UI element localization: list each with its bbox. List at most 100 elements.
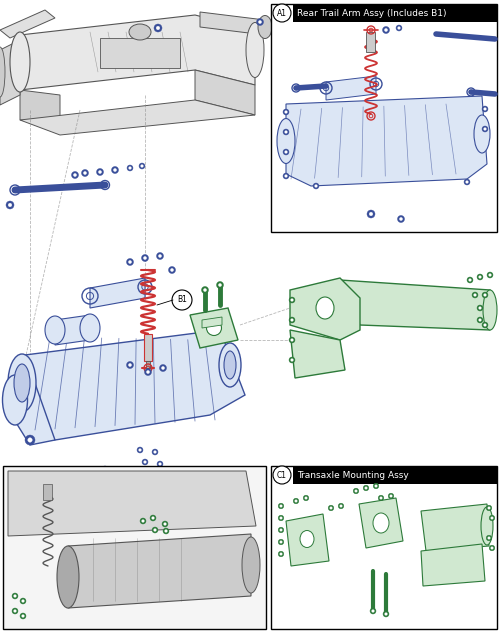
Ellipse shape [14, 364, 30, 402]
Circle shape [204, 309, 206, 311]
Polygon shape [68, 534, 251, 608]
Circle shape [294, 499, 298, 502]
Circle shape [303, 495, 309, 501]
Circle shape [154, 451, 156, 453]
Circle shape [204, 289, 206, 292]
Polygon shape [326, 76, 376, 100]
Circle shape [284, 175, 288, 177]
Text: A1: A1 [277, 8, 287, 18]
Ellipse shape [224, 351, 236, 379]
Circle shape [477, 274, 483, 280]
Circle shape [284, 130, 288, 134]
Circle shape [22, 615, 25, 617]
Ellipse shape [45, 316, 65, 344]
Polygon shape [200, 12, 265, 35]
Circle shape [157, 461, 163, 467]
Circle shape [103, 183, 107, 187]
Polygon shape [340, 280, 490, 330]
Bar [43, 484, 52, 500]
Circle shape [137, 447, 143, 453]
Ellipse shape [80, 314, 100, 342]
Circle shape [372, 610, 374, 612]
Circle shape [152, 527, 158, 533]
Polygon shape [202, 317, 222, 328]
Circle shape [482, 322, 488, 328]
Circle shape [390, 495, 392, 498]
Polygon shape [190, 308, 238, 348]
Circle shape [204, 289, 206, 291]
Circle shape [484, 323, 486, 327]
Circle shape [128, 260, 132, 263]
Circle shape [158, 463, 162, 465]
Circle shape [488, 537, 490, 539]
Circle shape [314, 185, 318, 187]
Circle shape [464, 179, 470, 185]
Circle shape [486, 505, 492, 511]
Circle shape [396, 25, 402, 31]
Circle shape [160, 365, 166, 372]
Bar [144, 334, 152, 361]
Ellipse shape [2, 375, 28, 425]
Circle shape [278, 527, 284, 533]
Circle shape [142, 520, 144, 522]
Circle shape [20, 598, 26, 604]
Circle shape [170, 268, 173, 272]
Ellipse shape [129, 24, 151, 40]
Circle shape [289, 337, 295, 343]
Circle shape [290, 299, 294, 301]
Circle shape [142, 254, 148, 261]
Ellipse shape [258, 15, 272, 39]
Circle shape [488, 507, 490, 510]
Circle shape [280, 529, 282, 531]
Polygon shape [195, 70, 255, 115]
Circle shape [290, 339, 294, 341]
Text: Rear Trail Arm Assy (Includes B1): Rear Trail Arm Assy (Includes B1) [297, 8, 446, 18]
Circle shape [28, 438, 32, 442]
Polygon shape [20, 100, 255, 135]
Polygon shape [421, 504, 489, 551]
Circle shape [374, 485, 378, 487]
Circle shape [472, 292, 478, 298]
Circle shape [487, 272, 493, 278]
Circle shape [482, 126, 488, 132]
Polygon shape [55, 315, 90, 345]
Circle shape [112, 166, 118, 173]
Circle shape [103, 468, 107, 472]
Ellipse shape [373, 513, 389, 533]
Circle shape [162, 367, 164, 370]
Circle shape [101, 466, 109, 474]
Circle shape [144, 368, 152, 375]
Circle shape [152, 449, 158, 455]
Polygon shape [5, 355, 55, 445]
Text: When applicable, assemblies are grouped
by color.  All components with that colo: When applicable, assemblies are grouped … [280, 203, 450, 234]
Circle shape [385, 613, 387, 615]
Circle shape [128, 363, 132, 367]
Circle shape [162, 521, 168, 527]
Circle shape [466, 180, 468, 184]
Circle shape [164, 523, 166, 525]
Circle shape [284, 151, 288, 153]
Circle shape [216, 282, 224, 289]
Circle shape [74, 173, 76, 177]
Circle shape [218, 284, 222, 287]
Circle shape [363, 486, 369, 491]
Circle shape [150, 515, 156, 521]
Circle shape [474, 294, 476, 296]
Polygon shape [0, 40, 20, 105]
Circle shape [289, 357, 295, 363]
Circle shape [304, 497, 308, 499]
Text: B1: B1 [177, 296, 187, 304]
Ellipse shape [219, 343, 241, 387]
Circle shape [484, 108, 486, 110]
Circle shape [482, 292, 488, 298]
Circle shape [478, 318, 482, 322]
Circle shape [283, 129, 289, 135]
Circle shape [313, 183, 319, 189]
Circle shape [290, 318, 294, 322]
Circle shape [478, 275, 482, 279]
Text: C1: C1 [277, 470, 287, 480]
Circle shape [290, 359, 294, 361]
Circle shape [127, 165, 133, 171]
Circle shape [144, 461, 146, 463]
Circle shape [273, 4, 291, 22]
